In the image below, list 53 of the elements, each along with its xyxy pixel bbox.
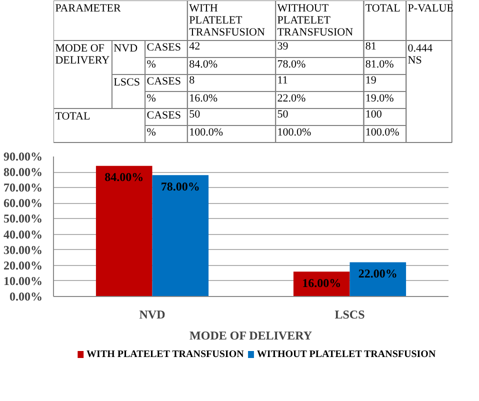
text: WITHOUT PLATELET TRANSFUSION (277, 2, 354, 38)
text: 100.0% (189, 126, 224, 138)
y-tick-label: 0.00% (10, 290, 42, 304)
text: 8 (189, 74, 196, 86)
data-label: 22.00% (358, 266, 398, 280)
text: 50 (277, 108, 289, 120)
text: 11 (277, 74, 288, 86)
text: LSCS (114, 76, 140, 88)
y-tick-label: 90.00% (4, 150, 42, 164)
text: 100 (365, 108, 382, 120)
text: % (146, 126, 156, 138)
data-label: 16.00% (302, 276, 342, 290)
y-tick-label: 30.00% (4, 242, 42, 257)
text: CASES (146, 110, 181, 122)
text: % (146, 58, 156, 70)
text: 19 (365, 74, 377, 86)
legend-label: WITH PLATELET TRANSFUSION (86, 349, 245, 360)
text: 81 (365, 40, 376, 52)
text: 100.0% (365, 126, 400, 138)
text: 84.0% (189, 58, 218, 70)
y-tick-label: 60.00% (4, 196, 42, 210)
text: % (146, 92, 156, 104)
text: 19.0% (365, 92, 394, 104)
text: 50 (189, 108, 201, 120)
y-tick-label: 10.00% (4, 274, 42, 288)
text: 22.0% (277, 92, 306, 104)
data-label: 78.00% (160, 179, 200, 194)
text: TOTAL (55, 110, 90, 122)
legend-label: WITHOUT PLATELET TRANSFUSION (256, 349, 436, 360)
data-label: 84.00% (104, 170, 144, 184)
text: WITH PLATELET TRANSFUSION (189, 2, 265, 38)
text: TOTAL (365, 2, 401, 14)
text: 100.0% (277, 126, 312, 138)
bar (96, 166, 152, 296)
text: 42 (189, 40, 200, 52)
y-tick-label: 40.00% (4, 227, 42, 242)
y-tick-label: 80.00% (4, 165, 42, 180)
text: CASES (146, 76, 181, 88)
y-tick-label: 20.00% (4, 258, 42, 272)
text: 16.0% (189, 92, 218, 104)
text: MODE OF DELIVERY (190, 328, 312, 342)
text: 39 (277, 40, 289, 52)
text: P-VALUE (408, 2, 454, 14)
text: 81.0% (365, 58, 394, 70)
y-tick-label: 70.00% (4, 180, 42, 195)
text: CASES (146, 42, 181, 54)
x-axis-title: MODE OF DELIVERY (55, 42, 110, 66)
y-tick-label: 50.00% (4, 212, 42, 226)
text: 0.444 NS (408, 42, 434, 66)
bar (152, 175, 209, 296)
text: 78.0% (277, 58, 306, 70)
text: NVD (114, 42, 138, 54)
text: PARAMETER (55, 2, 122, 14)
